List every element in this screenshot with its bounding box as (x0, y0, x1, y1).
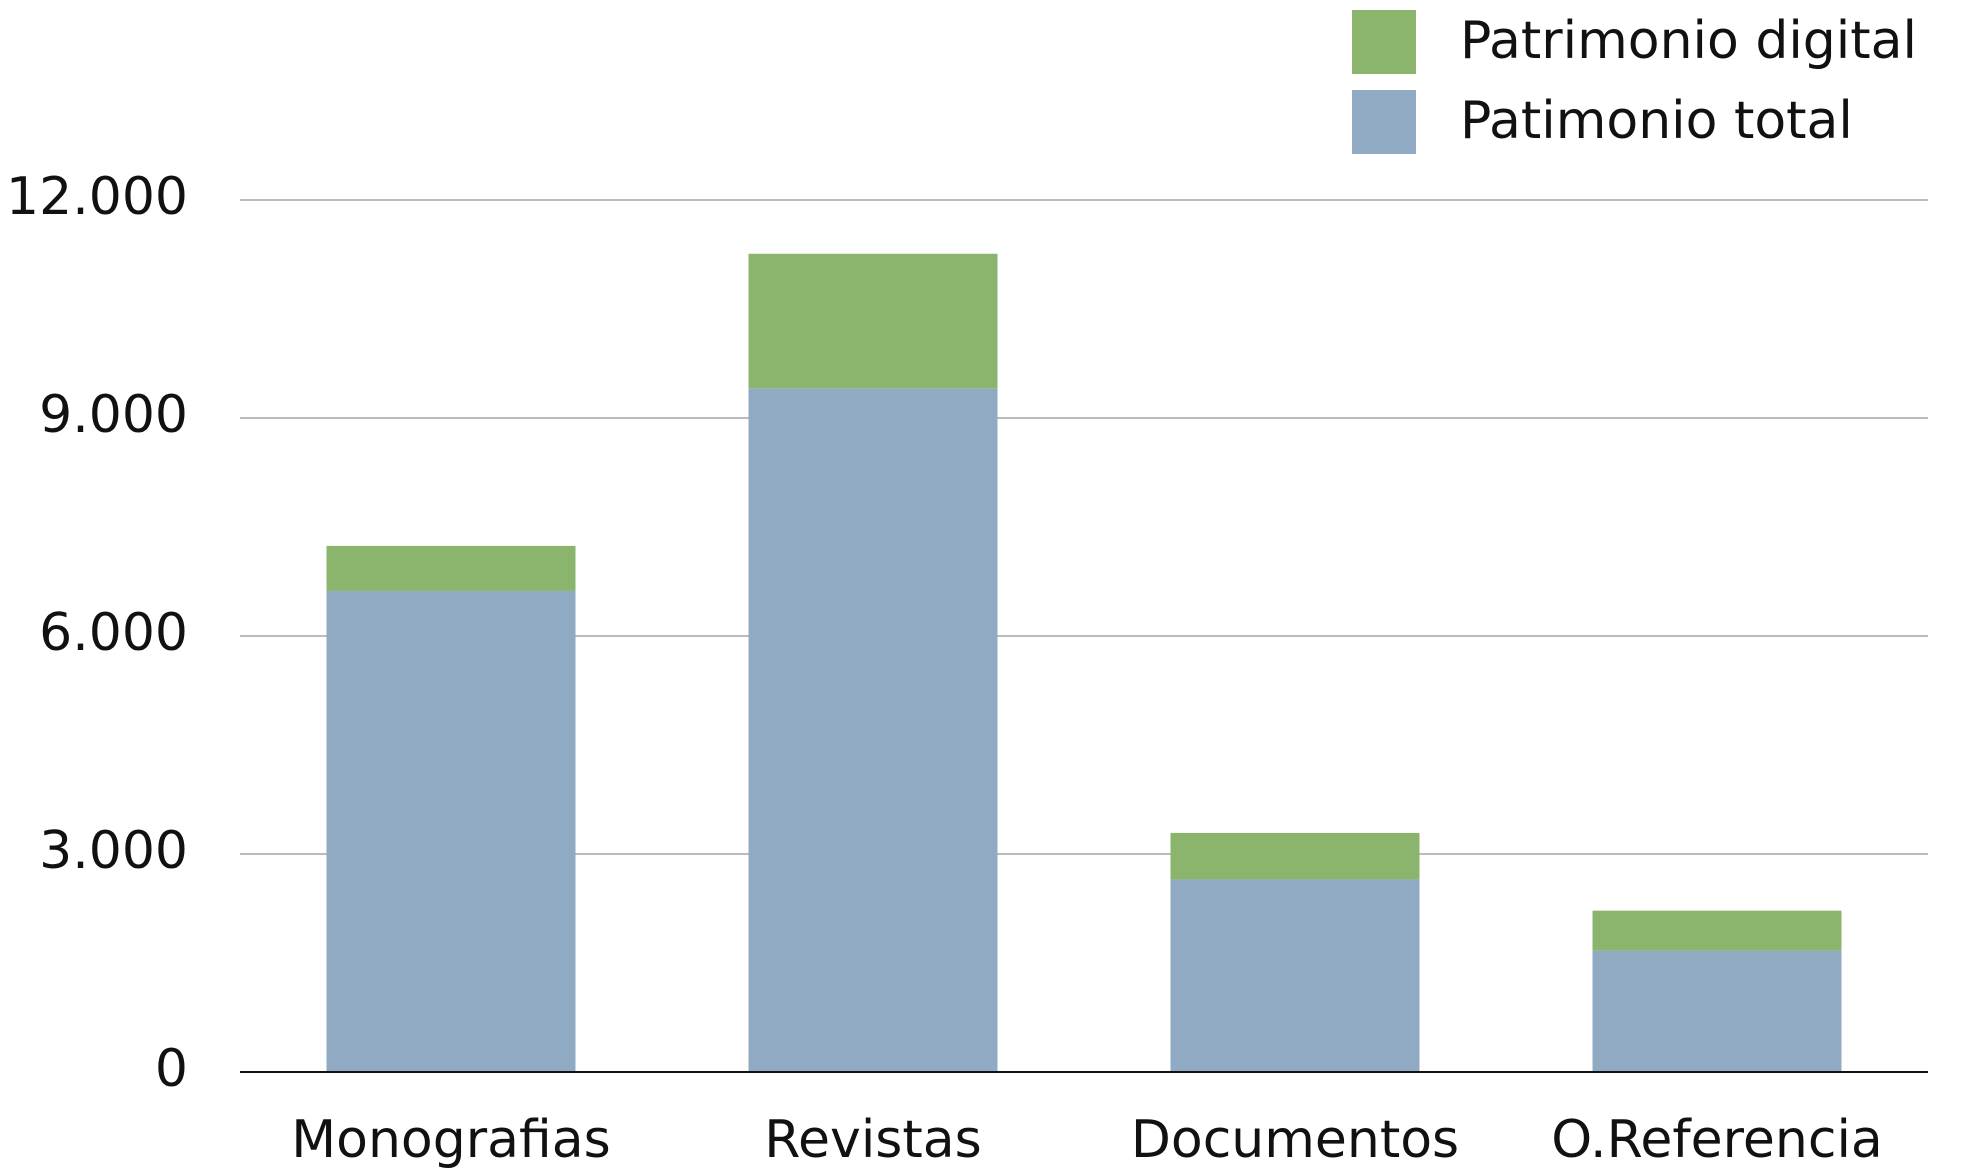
bar-segment (1592, 950, 1842, 1072)
bar-segment (1592, 910, 1842, 951)
x-tick-label: Revistas (764, 1110, 981, 1170)
bar-segment (748, 253, 998, 389)
y-tick-label: 0 (155, 1039, 188, 1099)
x-tick-label: Documentos (1131, 1110, 1459, 1170)
bar-segment (1170, 879, 1420, 1072)
bar-segment (326, 590, 576, 1072)
x-tick-label: O.Referencia (1551, 1110, 1883, 1170)
bar-segment (326, 545, 576, 591)
legend-label: Patimonio total (1460, 91, 1853, 151)
x-tick-label: Monografias (291, 1110, 610, 1170)
legend-swatch (1352, 90, 1416, 154)
y-tick-label: 6.000 (39, 603, 188, 663)
y-tick-label: 3.000 (39, 821, 188, 881)
y-tick-label: 12.000 (6, 167, 188, 227)
legend-swatch (1352, 10, 1416, 74)
bar-segment (748, 388, 998, 1072)
bar-segment (1170, 832, 1420, 880)
y-tick-label: 9.000 (39, 385, 188, 445)
legend-label: Patrimonio digital (1460, 11, 1917, 71)
